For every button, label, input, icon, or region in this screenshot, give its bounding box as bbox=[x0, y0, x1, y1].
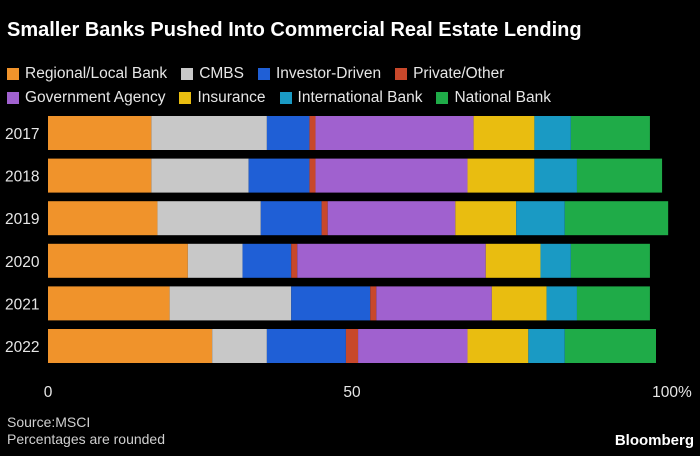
bar-segment bbox=[48, 329, 213, 363]
bar-segment bbox=[467, 329, 529, 363]
y-tick-label: 2019 bbox=[5, 211, 39, 228]
bar-segment bbox=[576, 286, 650, 321]
bar-segment bbox=[473, 116, 535, 150]
bar-segment bbox=[266, 116, 310, 150]
bar-segment bbox=[570, 243, 650, 278]
legend-label: Investor-Driven bbox=[275, 65, 382, 82]
legend-item-private-other: Private/Other bbox=[395, 65, 504, 83]
bar-segment bbox=[248, 158, 310, 193]
bar-segment bbox=[315, 116, 474, 150]
bar-segment bbox=[169, 286, 292, 321]
bar-segment bbox=[491, 286, 547, 321]
bar-segment bbox=[376, 286, 492, 321]
legend-swatch bbox=[179, 92, 192, 104]
legend-swatch bbox=[279, 92, 292, 104]
bar-segment bbox=[157, 201, 261, 236]
bar-segment bbox=[309, 116, 316, 150]
legend-label: Regional/Local Bank bbox=[25, 65, 168, 82]
legend-label: CMBS bbox=[199, 65, 244, 82]
bar-segment bbox=[242, 243, 292, 278]
bar-segment bbox=[485, 243, 541, 278]
chart-legend: Regional/Local Bank CMBS Investor-Driven… bbox=[7, 62, 697, 110]
bar-segment bbox=[534, 158, 577, 193]
bar-segment bbox=[576, 158, 663, 193]
bar-segment bbox=[321, 201, 328, 236]
bar-segment bbox=[291, 286, 371, 321]
legend-item-cmbs: CMBS bbox=[181, 65, 244, 83]
legend-label: Private/Other bbox=[413, 65, 505, 82]
source-note: Source:MSCI bbox=[7, 414, 91, 430]
x-tick-label: 50 bbox=[343, 384, 361, 401]
bar-segment bbox=[48, 286, 170, 321]
bar-segment bbox=[455, 201, 517, 236]
chart-title: Smaller Banks Pushed Into Commercial Rea… bbox=[7, 19, 582, 41]
legend-swatch bbox=[257, 68, 270, 80]
bar-segment bbox=[151, 116, 267, 150]
legend-item-regional-local-bank: Regional/Local Bank bbox=[7, 65, 167, 83]
bar-segment bbox=[266, 329, 346, 363]
legend-row-2: Government Agency Insurance Internationa… bbox=[7, 86, 697, 110]
bar-segment bbox=[370, 286, 377, 321]
legend-item-government-agency: Government Agency bbox=[7, 89, 165, 107]
bar-segment bbox=[534, 116, 571, 150]
bar-segment bbox=[358, 329, 468, 363]
bar-segment bbox=[315, 158, 468, 193]
bar-segment bbox=[260, 201, 322, 236]
legend-label: National Bank bbox=[454, 89, 551, 106]
y-tick-label: 2020 bbox=[5, 254, 40, 271]
x-tick-label: 0 bbox=[44, 384, 53, 401]
legend-label: Government Agency bbox=[25, 89, 166, 106]
legend-item-insurance: Insurance bbox=[179, 89, 266, 107]
bar-segment bbox=[187, 243, 243, 278]
bar-segment bbox=[327, 201, 456, 236]
y-tick-label: 2022 bbox=[5, 339, 39, 356]
bar-segment bbox=[546, 286, 577, 321]
bar-segment bbox=[467, 158, 535, 193]
legend-item-national-bank: National Bank bbox=[436, 89, 551, 107]
legend-swatch bbox=[395, 68, 408, 80]
legend-label: International Bank bbox=[297, 89, 423, 106]
bar-segment bbox=[212, 329, 267, 363]
bar-segment bbox=[48, 201, 158, 236]
bar-segment bbox=[540, 243, 571, 278]
bar-segment bbox=[297, 243, 486, 278]
bar-segment bbox=[48, 158, 152, 193]
bar-segment bbox=[345, 329, 359, 363]
bar-segment bbox=[291, 243, 298, 278]
chart-footer: Source:MSCI Percentages are rounded bbox=[7, 414, 165, 448]
bar-segment bbox=[570, 116, 650, 150]
bar-segment bbox=[48, 243, 188, 278]
legend-swatch bbox=[181, 68, 194, 80]
bar-segment bbox=[309, 158, 316, 193]
legend-swatch bbox=[7, 68, 19, 80]
legend-item-international-bank: International Bank bbox=[279, 89, 423, 107]
legend-swatch bbox=[7, 92, 19, 104]
legend-row-1: Regional/Local Bank CMBS Investor-Driven… bbox=[7, 62, 697, 86]
bloomberg-logo: Bloomberg bbox=[614, 432, 694, 449]
rounding-note: Percentages are rounded bbox=[7, 431, 165, 447]
legend-label: Insurance bbox=[197, 89, 266, 106]
legend-swatch bbox=[436, 92, 449, 104]
y-tick-label: 2018 bbox=[5, 169, 39, 186]
y-tick-label: 2017 bbox=[5, 126, 39, 143]
bar-segment bbox=[151, 158, 249, 193]
legend-item-investor-driven: Investor-Driven bbox=[257, 65, 382, 83]
bar-segment bbox=[516, 201, 565, 236]
bar-segment bbox=[564, 329, 656, 363]
x-tick-label: 100% bbox=[652, 384, 692, 401]
y-tick-label: 2021 bbox=[5, 296, 39, 313]
bar-segment bbox=[48, 116, 152, 150]
bar-segment bbox=[564, 201, 669, 236]
bar-segment bbox=[528, 329, 565, 363]
